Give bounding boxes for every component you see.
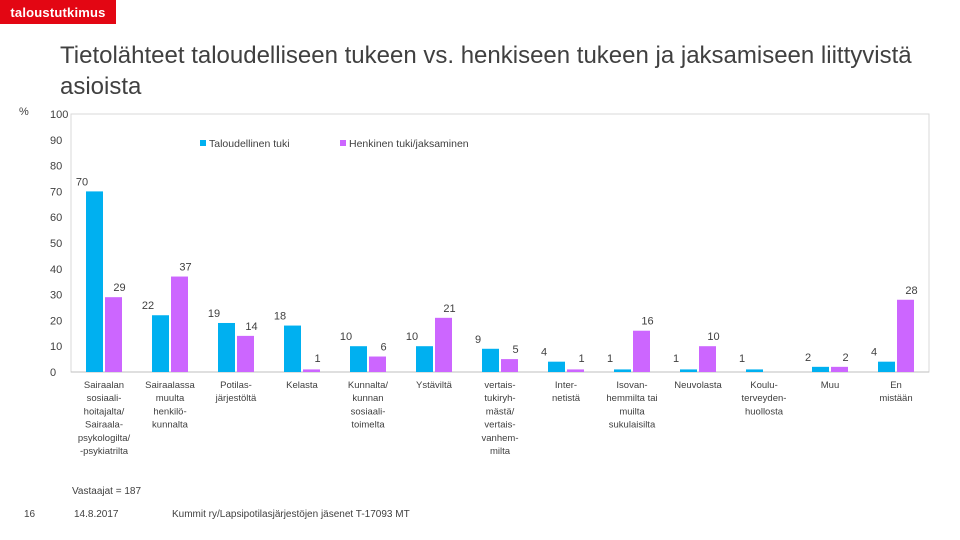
value-label: 70 — [76, 176, 88, 188]
value-label: 1 — [607, 353, 613, 365]
value-label: 28 — [905, 285, 917, 297]
value-label: 21 — [443, 303, 455, 315]
bar-series-2 — [171, 276, 188, 372]
bar-series-1 — [86, 191, 103, 372]
category-label: Kunnalta/kunnan sosiaali-toimelta — [348, 380, 389, 431]
slide-date: 14.8.2017 — [74, 509, 119, 520]
bar-series-1 — [614, 369, 631, 372]
page-title: Tietolähteet taloudelliseen tukeen vs. h… — [60, 42, 912, 100]
y-tick-label: 80 — [50, 161, 62, 173]
bar-series-1 — [482, 348, 499, 372]
bar-series-2 — [831, 366, 848, 372]
value-label: 29 — [113, 282, 125, 294]
value-label: 1 — [673, 353, 679, 365]
category-label: Koulu-terveyden-huollosta — [742, 380, 787, 417]
value-label: 5 — [512, 344, 518, 356]
category-label: Potilas-järjestöltä — [215, 380, 257, 404]
bar-series-1 — [218, 322, 235, 372]
value-label: 14 — [245, 321, 257, 333]
legend: Taloudellinen tuki Henkinen tuki/jaksamin… — [200, 138, 469, 150]
y-tick-label: 20 — [50, 315, 62, 327]
y-tick-label: 90 — [50, 135, 62, 147]
bar-series-2 — [501, 359, 518, 372]
y-tick-label: 40 — [50, 264, 62, 276]
page-number: 16 — [24, 509, 36, 520]
value-label: 18 — [274, 311, 286, 323]
value-label: 2 — [805, 352, 811, 364]
bar-series-1 — [548, 361, 565, 372]
bar-series-2 — [897, 299, 914, 372]
source-note: Kummit ry/Lapsipotilasjärjestöjen jäsene… — [172, 509, 410, 520]
brand-logo-text: taloustutkimus — [10, 4, 106, 20]
bar-series-2 — [369, 356, 386, 372]
legend-swatch — [200, 140, 206, 146]
bar-series-2 — [633, 330, 650, 372]
bar-series-1 — [416, 346, 433, 372]
bar-series-2 — [105, 297, 122, 372]
bar-series-1 — [284, 325, 301, 372]
bar-series-2 — [567, 369, 584, 372]
y-axis: 0 10 20 30 40 50 60 70 80 90 100 — [50, 109, 929, 379]
y-tick-label: 50 — [50, 238, 62, 250]
bar-series-2 — [435, 317, 452, 372]
y-tick-label: 0 — [50, 367, 56, 379]
bar-series-1 — [152, 315, 169, 372]
y-tick-label: 70 — [50, 186, 62, 198]
value-label: 10 — [340, 331, 352, 343]
brand-logo: taloustutkimus — [0, 0, 116, 24]
value-label: 1 — [739, 353, 745, 365]
value-label: 4 — [541, 347, 547, 359]
axis-unit-label: % — [19, 106, 29, 118]
value-label: 10 — [707, 331, 719, 343]
value-label: 22 — [142, 300, 154, 312]
value-label: 37 — [179, 262, 191, 274]
respondents-note: Vastaajat = 187 — [72, 486, 142, 497]
category-label: Sairaalan sosiaali-hoitajalta/Sairaala-ps… — [78, 380, 131, 457]
category-label: vertais-tukiryh-mästä/vertais-vanhem-mil… — [482, 380, 519, 457]
y-tick-label: 10 — [50, 341, 62, 353]
y-tick-label: 30 — [50, 290, 62, 302]
value-label: 6 — [380, 342, 386, 354]
bar-series-1 — [746, 369, 763, 372]
plot-frame — [70, 113, 930, 373]
bar-series-2 — [699, 346, 716, 372]
category-label: Muu — [821, 380, 839, 391]
value-label: 19 — [208, 308, 220, 320]
y-tick-label: 60 — [50, 212, 62, 224]
category-label: Neuvolasta — [674, 380, 722, 391]
value-label: 16 — [641, 316, 653, 328]
category-label: Kelasta — [286, 380, 318, 391]
value-label: 1 — [314, 353, 320, 365]
value-label: 10 — [406, 331, 418, 343]
bar-series-1 — [812, 366, 829, 372]
value-label: 2 — [842, 352, 848, 364]
bar-series-2 — [237, 335, 254, 372]
category-label: En mistään — [879, 380, 912, 404]
category-labels-group: Sairaalan sosiaali-hoitajalta/Sairaala-ps… — [78, 380, 913, 457]
legend-swatch — [340, 140, 346, 146]
category-label: Isovan-hemmilta tai muilta sukulaisilta — [606, 380, 657, 431]
category-label: Ystäviltä — [416, 380, 453, 391]
value-label: 9 — [475, 334, 481, 346]
category-label: Inter-netistä — [552, 380, 581, 404]
category-label: Sairaalassa muulta henkilö-kunnalta — [145, 380, 195, 431]
value-label: 1 — [578, 353, 584, 365]
legend-label: Henkinen tuki/jaksaminen — [349, 138, 469, 150]
bar-series-1 — [350, 346, 367, 372]
bar-series-2 — [303, 369, 320, 372]
y-tick-label: 100 — [50, 109, 68, 121]
legend-label: Taloudellinen tuki — [209, 138, 290, 150]
bar-series-1 — [878, 361, 895, 372]
value-label: 4 — [871, 347, 877, 359]
bar-series-1 — [680, 369, 697, 372]
bars-group — [86, 191, 914, 372]
